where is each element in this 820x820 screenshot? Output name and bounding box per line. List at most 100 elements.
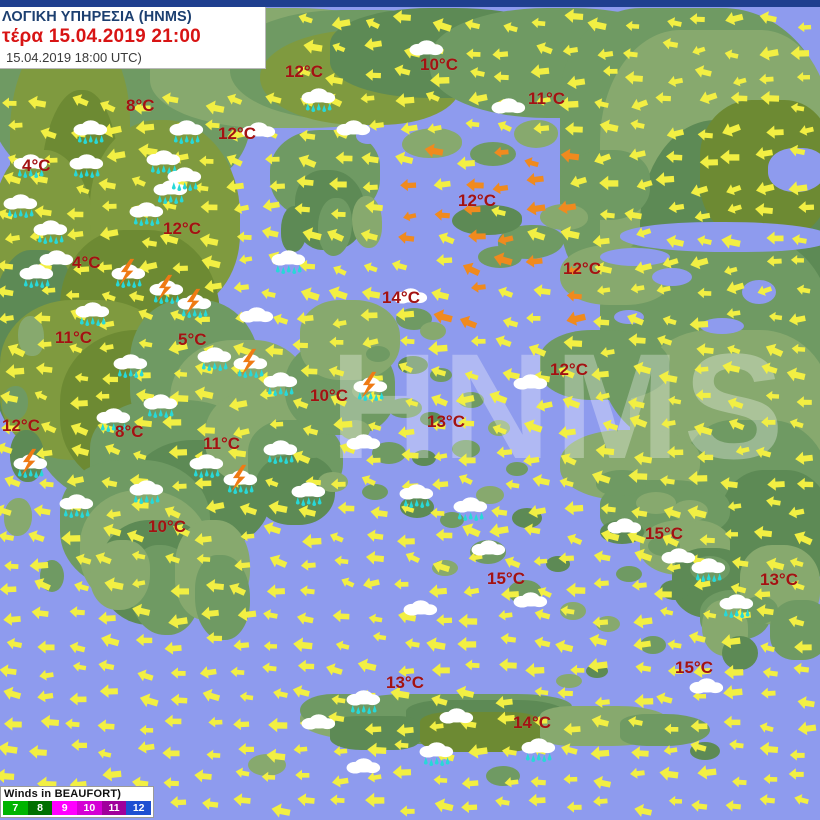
thunderstorm-icon (148, 274, 194, 308)
rain-shower-icon (262, 370, 308, 400)
landmass-shape (420, 322, 446, 340)
thunderstorm-icon (12, 448, 58, 482)
legend-swatch: 9 (52, 801, 78, 815)
temperature-label: 12°C (458, 191, 496, 210)
legend-color-scale: 7 8 9 10 11 12 (3, 801, 152, 815)
thunderstorm-icon (110, 258, 156, 292)
cloud-icon (688, 676, 734, 706)
landmass-shape (362, 484, 388, 500)
landmass-shape (770, 600, 820, 660)
rain-shower-icon (32, 218, 78, 248)
temperature-label: 13°C (427, 412, 465, 431)
cloud-icon (490, 96, 536, 126)
temperature-label: 11°C (203, 434, 241, 453)
rain-shower-icon (188, 452, 234, 482)
rain-shower-icon (112, 352, 158, 382)
temperature-label: 12°C (218, 124, 256, 143)
inland-water (652, 268, 692, 286)
landmass-shape (440, 512, 464, 528)
temperature-label: 12°C (563, 259, 601, 278)
inland-water (600, 248, 670, 266)
legend-swatch: 8 (27, 801, 53, 815)
landmass-shape (318, 198, 352, 256)
agency-line: ΛΟΓΙΚΗ ΥΠΗΡΕΣΙΑ (HNMS) (2, 9, 192, 25)
cloud-icon (345, 432, 391, 462)
rain-shower-icon (398, 482, 444, 512)
inland-water (700, 318, 744, 334)
thunderstorm-icon (222, 464, 268, 498)
landmass-shape (452, 440, 480, 458)
cloud-icon (300, 712, 346, 742)
landmass-shape (452, 205, 522, 235)
thunderstorm-icon (232, 348, 278, 382)
temperature-label: 12°C (285, 62, 323, 81)
top-border (0, 0, 820, 7)
temperature-label: 15°C (487, 569, 525, 588)
landmass-shape (400, 496, 434, 518)
rain-shower-icon (690, 556, 736, 586)
rain-shower-icon (520, 736, 566, 766)
temperature-label: 4°C (22, 156, 51, 175)
rain-shower-icon (74, 300, 120, 330)
rain-shower-icon (345, 688, 391, 718)
rain-shower-icon (58, 492, 104, 522)
landmass-shape (514, 120, 558, 148)
inland-water (620, 222, 820, 252)
temperature-label: 10°C (420, 55, 458, 74)
rain-shower-icon (128, 478, 174, 508)
landmass-shape (506, 462, 528, 476)
landmass-shape (4, 498, 32, 536)
landmass-shape (372, 442, 406, 464)
landmass-shape (18, 316, 44, 356)
thunderstorm-icon (176, 288, 222, 322)
temperature-label: 11°C (55, 328, 93, 347)
cloud-icon (238, 305, 284, 335)
temperature-label: 12°C (550, 360, 588, 379)
cloud-icon (335, 118, 381, 148)
temperature-label: 8°C (115, 422, 144, 441)
landmass-shape (636, 492, 676, 514)
temperature-label: 8°C (126, 96, 155, 115)
temperature-label: 10°C (148, 517, 186, 536)
landmass-shape (616, 566, 642, 582)
rain-shower-icon (166, 165, 212, 195)
landmass-shape (556, 674, 582, 688)
utc-time-line: 15.04.2019 18:00 UTC) (6, 50, 142, 65)
rain-shower-icon (68, 152, 114, 182)
cloud-icon (408, 38, 454, 68)
legend-swatch: 11 (101, 801, 127, 815)
temperature-label: 11°C (528, 89, 566, 108)
cloud-icon (660, 546, 706, 576)
header-banner: ΛΟΓΙΚΗ ΥΠΗΡΕΣΙΑ (HNMS) τέρα 15.04.2019 2… (0, 7, 266, 69)
cloud-icon (402, 598, 448, 628)
landmass-shape (281, 206, 307, 252)
cloud-icon (438, 706, 484, 736)
landmass-shape (540, 330, 670, 400)
rain-shower-icon (12, 152, 58, 182)
rain-shower-icon (718, 592, 764, 622)
temperature-label: 13°C (386, 673, 424, 692)
temperature-label: 5°C (178, 330, 207, 349)
temperature-label: 14°C (513, 713, 551, 732)
cloud-icon (606, 516, 652, 546)
landmass-shape (300, 300, 400, 380)
landmass-shape (90, 540, 150, 610)
rain-shower-icon (418, 740, 464, 770)
rain-shower-icon (18, 262, 64, 292)
rain-shower-icon (270, 248, 316, 278)
cloud-icon (512, 590, 558, 620)
cloud-icon (392, 286, 438, 316)
rain-shower-icon (452, 495, 498, 525)
temperature-label: 15°C (645, 524, 683, 543)
rain-shower-icon (262, 438, 308, 468)
temperature-label: 14°C (382, 288, 420, 307)
rain-shower-icon (300, 86, 346, 116)
temperature-label: 4°C (72, 253, 101, 272)
legend-swatch: 7 (3, 801, 28, 815)
rain-shower-icon (72, 118, 118, 148)
cloud-icon (240, 120, 286, 150)
rain-shower-icon (128, 200, 174, 230)
cloud-icon (38, 248, 84, 278)
rain-shower-icon (95, 406, 141, 436)
